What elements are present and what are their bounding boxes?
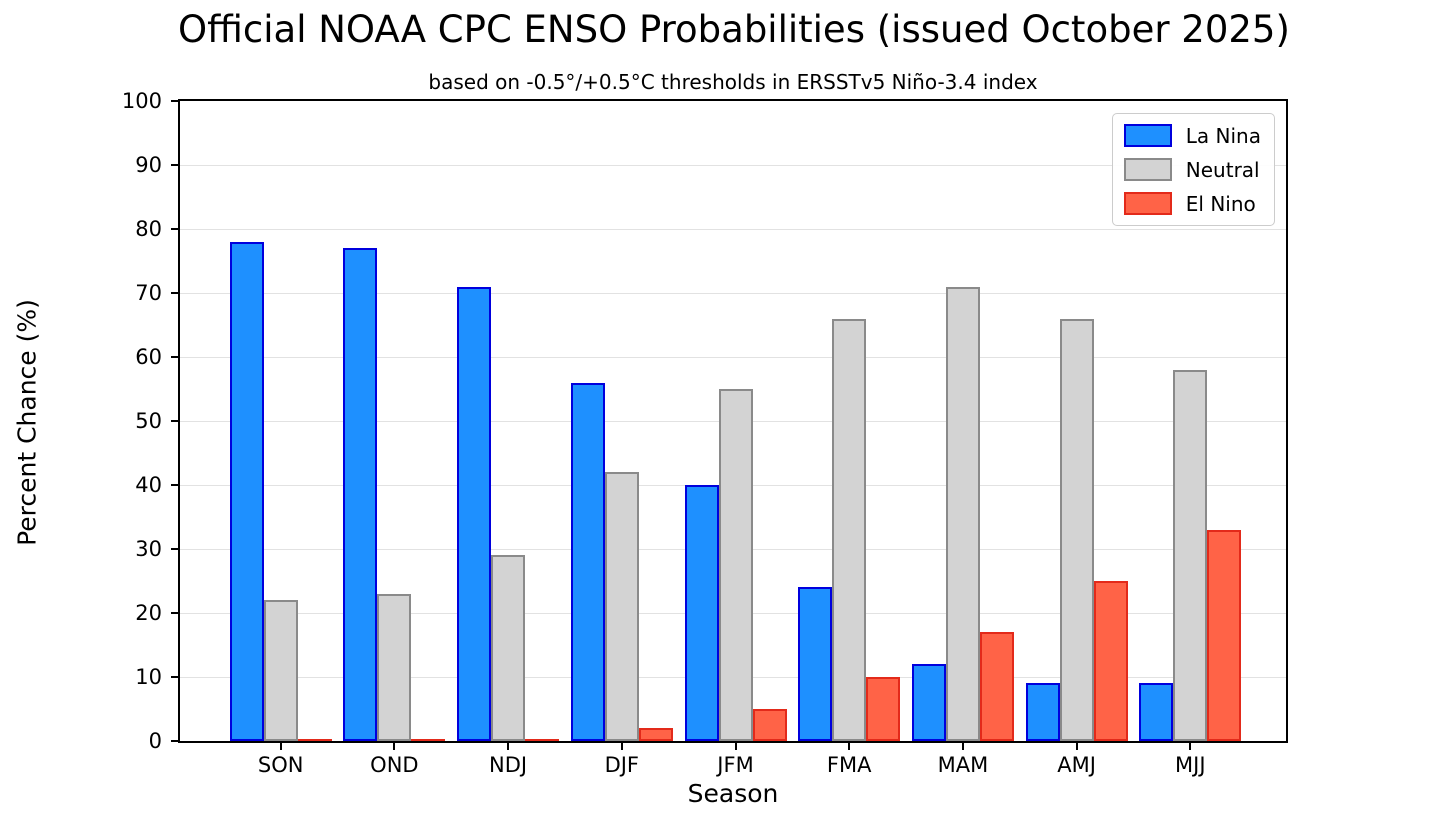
x-tick-label-mam: MAM: [937, 753, 989, 777]
bar-el-nino-djf: [638, 728, 673, 741]
x-tick-son: [279, 743, 282, 750]
y-tick-label-60: 60: [135, 345, 162, 369]
bar-el-nino-ond: [411, 739, 446, 741]
y-tick-label-100: 100: [121, 89, 162, 113]
legend: La Nina Neutral El Nino: [1111, 113, 1275, 226]
bar-neutral-fma: [832, 318, 867, 741]
bar-la-nina-jfm: [684, 485, 719, 741]
y-axis-label: Percent Chance (%): [12, 299, 42, 546]
x-axis-label: Season: [687, 779, 779, 808]
y-tick-80: [171, 228, 178, 230]
bar-la-nina-fma: [798, 587, 833, 741]
legend-item-el-nino: El Nino: [1123, 191, 1261, 216]
bar-el-nino-jfm: [752, 709, 787, 741]
plot-area: La Nina Neutral El Nino: [178, 99, 1288, 743]
y-tick-40: [171, 484, 178, 486]
bar-el-nino-amj: [1093, 581, 1128, 741]
gridline-90: [180, 164, 1286, 166]
x-tick-mam: [961, 743, 964, 750]
x-tick-label-amj: AMJ: [1057, 753, 1096, 777]
x-tick-amj: [1075, 743, 1078, 750]
bar-el-nino-mjj: [1207, 529, 1242, 741]
bar-el-nino-ndj: [525, 739, 560, 741]
x-tick-label-fma: FMA: [826, 753, 872, 777]
gridline-70: [180, 292, 1286, 294]
bar-la-nina-djf: [570, 382, 605, 741]
gridline-60: [180, 356, 1286, 358]
bar-neutral-mjj: [1173, 369, 1208, 741]
bar-el-nino-fma: [866, 677, 901, 741]
chart-subtitle: based on -0.5°/+0.5°C thresholds in ERSS…: [428, 70, 1038, 94]
bar-neutral-jfm: [718, 389, 753, 741]
x-tick-label-son: SON: [257, 753, 304, 777]
y-tick-70: [171, 292, 178, 294]
y-tick-100: [171, 100, 178, 102]
bar-el-nino-mam: [979, 632, 1014, 741]
y-tick-label-0: 0: [148, 729, 162, 753]
y-tick-label-90: 90: [135, 153, 162, 177]
bar-la-nina-ndj: [457, 286, 492, 741]
bar-la-nina-mjj: [1139, 683, 1174, 741]
x-tick-mjj: [1189, 743, 1192, 750]
x-tick-label-djf: DJF: [604, 753, 640, 777]
x-tick-label-jfm: JFM: [717, 753, 754, 777]
y-tick-10: [171, 676, 178, 678]
x-tick-jfm: [734, 743, 737, 750]
chart-title: Official NOAA CPC ENSO Probabilities (is…: [178, 8, 1290, 51]
bar-neutral-mam: [945, 286, 980, 741]
bar-neutral-son: [263, 600, 298, 741]
bar-la-nina-amj: [1025, 683, 1060, 741]
bar-neutral-djf: [604, 472, 639, 741]
gridline-80: [180, 228, 1286, 230]
bar-la-nina-mam: [911, 664, 946, 741]
legend-swatch-el-nino: [1123, 192, 1172, 215]
y-tick-90: [171, 164, 178, 166]
bar-el-nino-son: [297, 739, 332, 741]
plot-canvas: [180, 101, 1286, 741]
bar-neutral-ond: [377, 593, 412, 741]
legend-swatch-neutral: [1123, 158, 1172, 181]
legend-label-la-nina: La Nina: [1185, 123, 1261, 148]
y-tick-label-30: 30: [135, 537, 162, 561]
bar-neutral-ndj: [491, 555, 526, 741]
x-tick-ndj: [507, 743, 510, 750]
legend-item-la-nina: La Nina: [1123, 123, 1261, 148]
y-tick-30: [171, 548, 178, 550]
legend-label-neutral: Neutral: [1185, 157, 1260, 182]
y-tick-label-50: 50: [135, 409, 162, 433]
x-tick-fma: [848, 743, 851, 750]
y-tick-label-80: 80: [135, 217, 162, 241]
x-tick-label-ndj: NDJ: [489, 753, 528, 777]
y-tick-label-40: 40: [135, 473, 162, 497]
x-tick-ond: [393, 743, 396, 750]
x-tick-label-ond: OND: [370, 753, 419, 777]
y-tick-50: [171, 420, 178, 422]
y-tick-60: [171, 356, 178, 358]
y-tick-label-10: 10: [135, 665, 162, 689]
y-tick-label-70: 70: [135, 281, 162, 305]
legend-item-neutral: Neutral: [1123, 157, 1261, 182]
bar-la-nina-ond: [343, 248, 378, 741]
legend-label-el-nino: El Nino: [1185, 191, 1256, 216]
legend-swatch-la-nina: [1123, 124, 1172, 147]
x-tick-djf: [620, 743, 623, 750]
y-tick-label-20: 20: [135, 601, 162, 625]
bar-la-nina-son: [229, 241, 264, 741]
x-tick-label-mjj: MJJ: [1175, 753, 1206, 777]
bar-neutral-amj: [1059, 318, 1094, 741]
y-tick-20: [171, 612, 178, 614]
y-tick-0: [171, 740, 178, 742]
